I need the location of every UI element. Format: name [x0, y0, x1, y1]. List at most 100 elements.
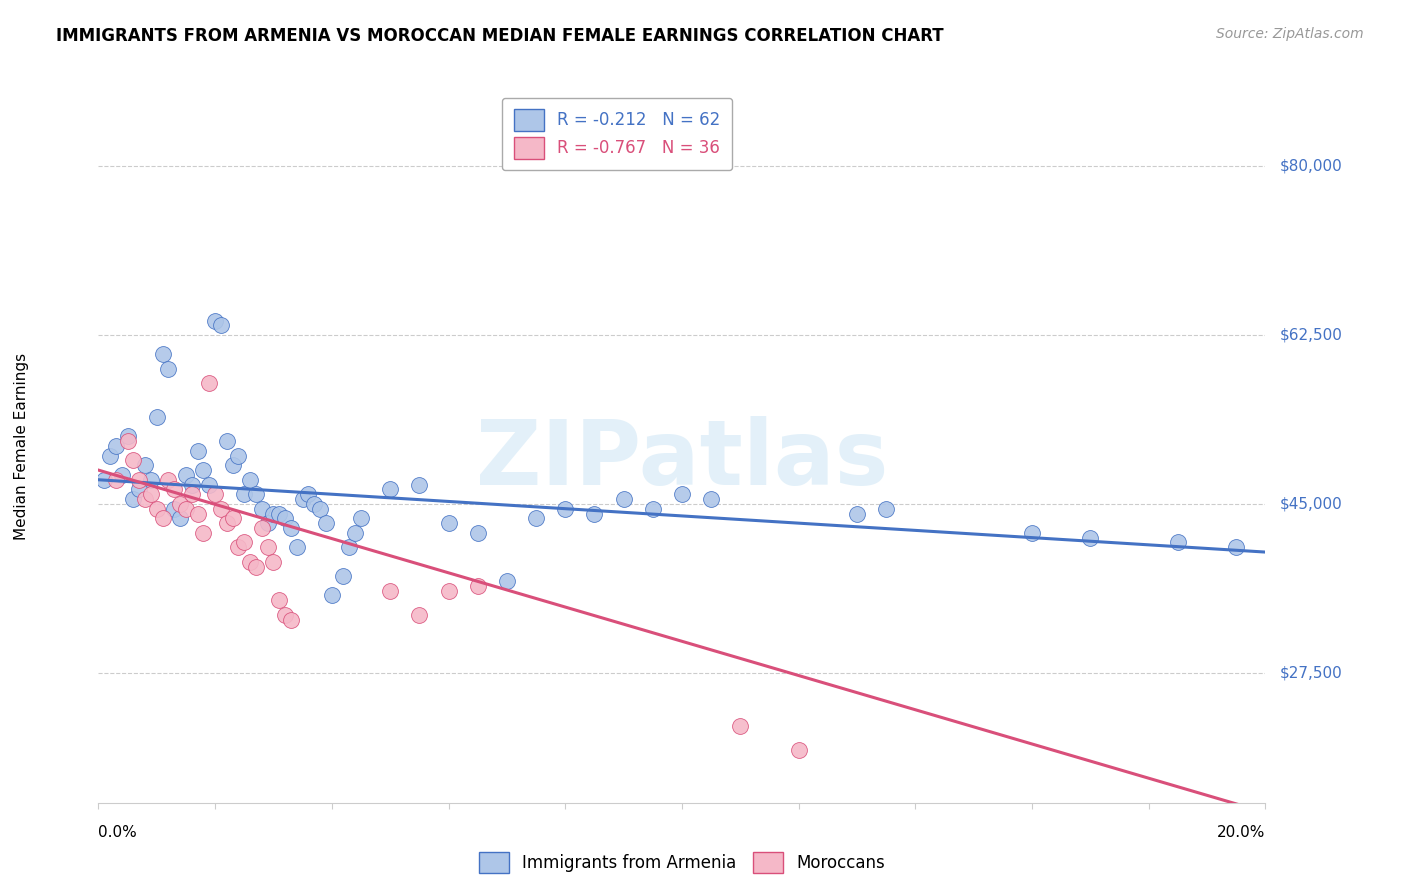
Point — [245, 487, 267, 501]
Point — [146, 501, 169, 516]
Point — [98, 449, 121, 463]
Point — [157, 362, 180, 376]
Point — [280, 521, 302, 535]
Point — [1021, 525, 1043, 540]
Point — [157, 473, 180, 487]
Point — [408, 477, 430, 491]
Point — [180, 477, 202, 491]
Point — [408, 607, 430, 622]
Point — [875, 501, 897, 516]
Text: ZIPatlas: ZIPatlas — [475, 417, 889, 504]
Point — [104, 439, 127, 453]
Point — [671, 487, 693, 501]
Point — [437, 583, 460, 598]
Point — [198, 376, 221, 391]
Point — [174, 501, 197, 516]
Text: Median Female Earnings: Median Female Earnings — [14, 352, 28, 540]
Point — [209, 501, 232, 516]
Point — [269, 507, 291, 521]
Point — [1225, 541, 1247, 555]
Point — [378, 483, 402, 497]
Point — [467, 525, 489, 540]
Point — [250, 521, 273, 535]
Text: IMMIGRANTS FROM ARMENIA VS MOROCCAN MEDIAN FEMALE EARNINGS CORRELATION CHART: IMMIGRANTS FROM ARMENIA VS MOROCCAN MEDI… — [56, 27, 943, 45]
Point — [221, 511, 243, 525]
Point — [291, 491, 314, 506]
Point — [245, 559, 267, 574]
Point — [274, 511, 297, 525]
Point — [344, 525, 367, 540]
Text: $62,500: $62,500 — [1279, 327, 1343, 343]
Text: $27,500: $27,500 — [1279, 665, 1343, 680]
Point — [134, 491, 156, 506]
Point — [495, 574, 517, 588]
Point — [250, 501, 273, 516]
Point — [583, 507, 606, 521]
Point — [321, 589, 343, 603]
Point — [215, 516, 238, 530]
Point — [187, 507, 209, 521]
Point — [1080, 531, 1102, 545]
Point — [304, 497, 326, 511]
Point — [122, 491, 145, 506]
Point — [269, 593, 291, 607]
Point — [309, 501, 332, 516]
Point — [152, 347, 174, 361]
Point — [198, 477, 221, 491]
Point — [845, 507, 868, 521]
Point — [193, 463, 215, 477]
Point — [215, 434, 238, 449]
Point — [117, 429, 139, 443]
Point — [256, 516, 278, 530]
Point — [209, 318, 232, 333]
Point — [700, 491, 723, 506]
Point — [128, 483, 150, 497]
Point — [204, 487, 226, 501]
Text: 20.0%: 20.0% — [1218, 825, 1265, 840]
Point — [146, 410, 169, 425]
Point — [228, 449, 250, 463]
Text: $45,000: $45,000 — [1279, 496, 1343, 511]
Point — [315, 516, 337, 530]
Point — [221, 458, 243, 473]
Point — [152, 511, 174, 525]
Point — [262, 507, 284, 521]
Point — [104, 473, 127, 487]
Legend: Immigrants from Armenia, Moroccans: Immigrants from Armenia, Moroccans — [472, 846, 891, 880]
Point — [233, 487, 256, 501]
Text: 0.0%: 0.0% — [98, 825, 138, 840]
Point — [117, 434, 139, 449]
Point — [1167, 535, 1189, 549]
Point — [187, 443, 209, 458]
Text: $80,000: $80,000 — [1279, 159, 1343, 174]
Point — [285, 541, 308, 555]
Point — [169, 497, 191, 511]
Point — [174, 467, 197, 482]
Point — [280, 613, 302, 627]
Point — [204, 313, 226, 327]
Point — [180, 487, 202, 501]
Point — [128, 473, 150, 487]
Point — [93, 473, 115, 487]
Point — [437, 516, 460, 530]
Point — [139, 487, 162, 501]
Point — [239, 473, 262, 487]
Point — [612, 491, 634, 506]
Point — [163, 483, 186, 497]
Point — [787, 743, 810, 757]
Point — [554, 501, 576, 516]
Point — [332, 569, 354, 583]
Point — [134, 458, 156, 473]
Point — [228, 541, 250, 555]
Text: Source: ZipAtlas.com: Source: ZipAtlas.com — [1216, 27, 1364, 41]
Point — [139, 473, 162, 487]
Point — [524, 511, 547, 525]
Point — [233, 535, 256, 549]
Point — [378, 583, 402, 598]
Point — [467, 579, 489, 593]
Point — [262, 555, 284, 569]
Point — [297, 487, 319, 501]
Point — [641, 501, 664, 516]
Point — [169, 511, 191, 525]
Point — [728, 719, 751, 733]
